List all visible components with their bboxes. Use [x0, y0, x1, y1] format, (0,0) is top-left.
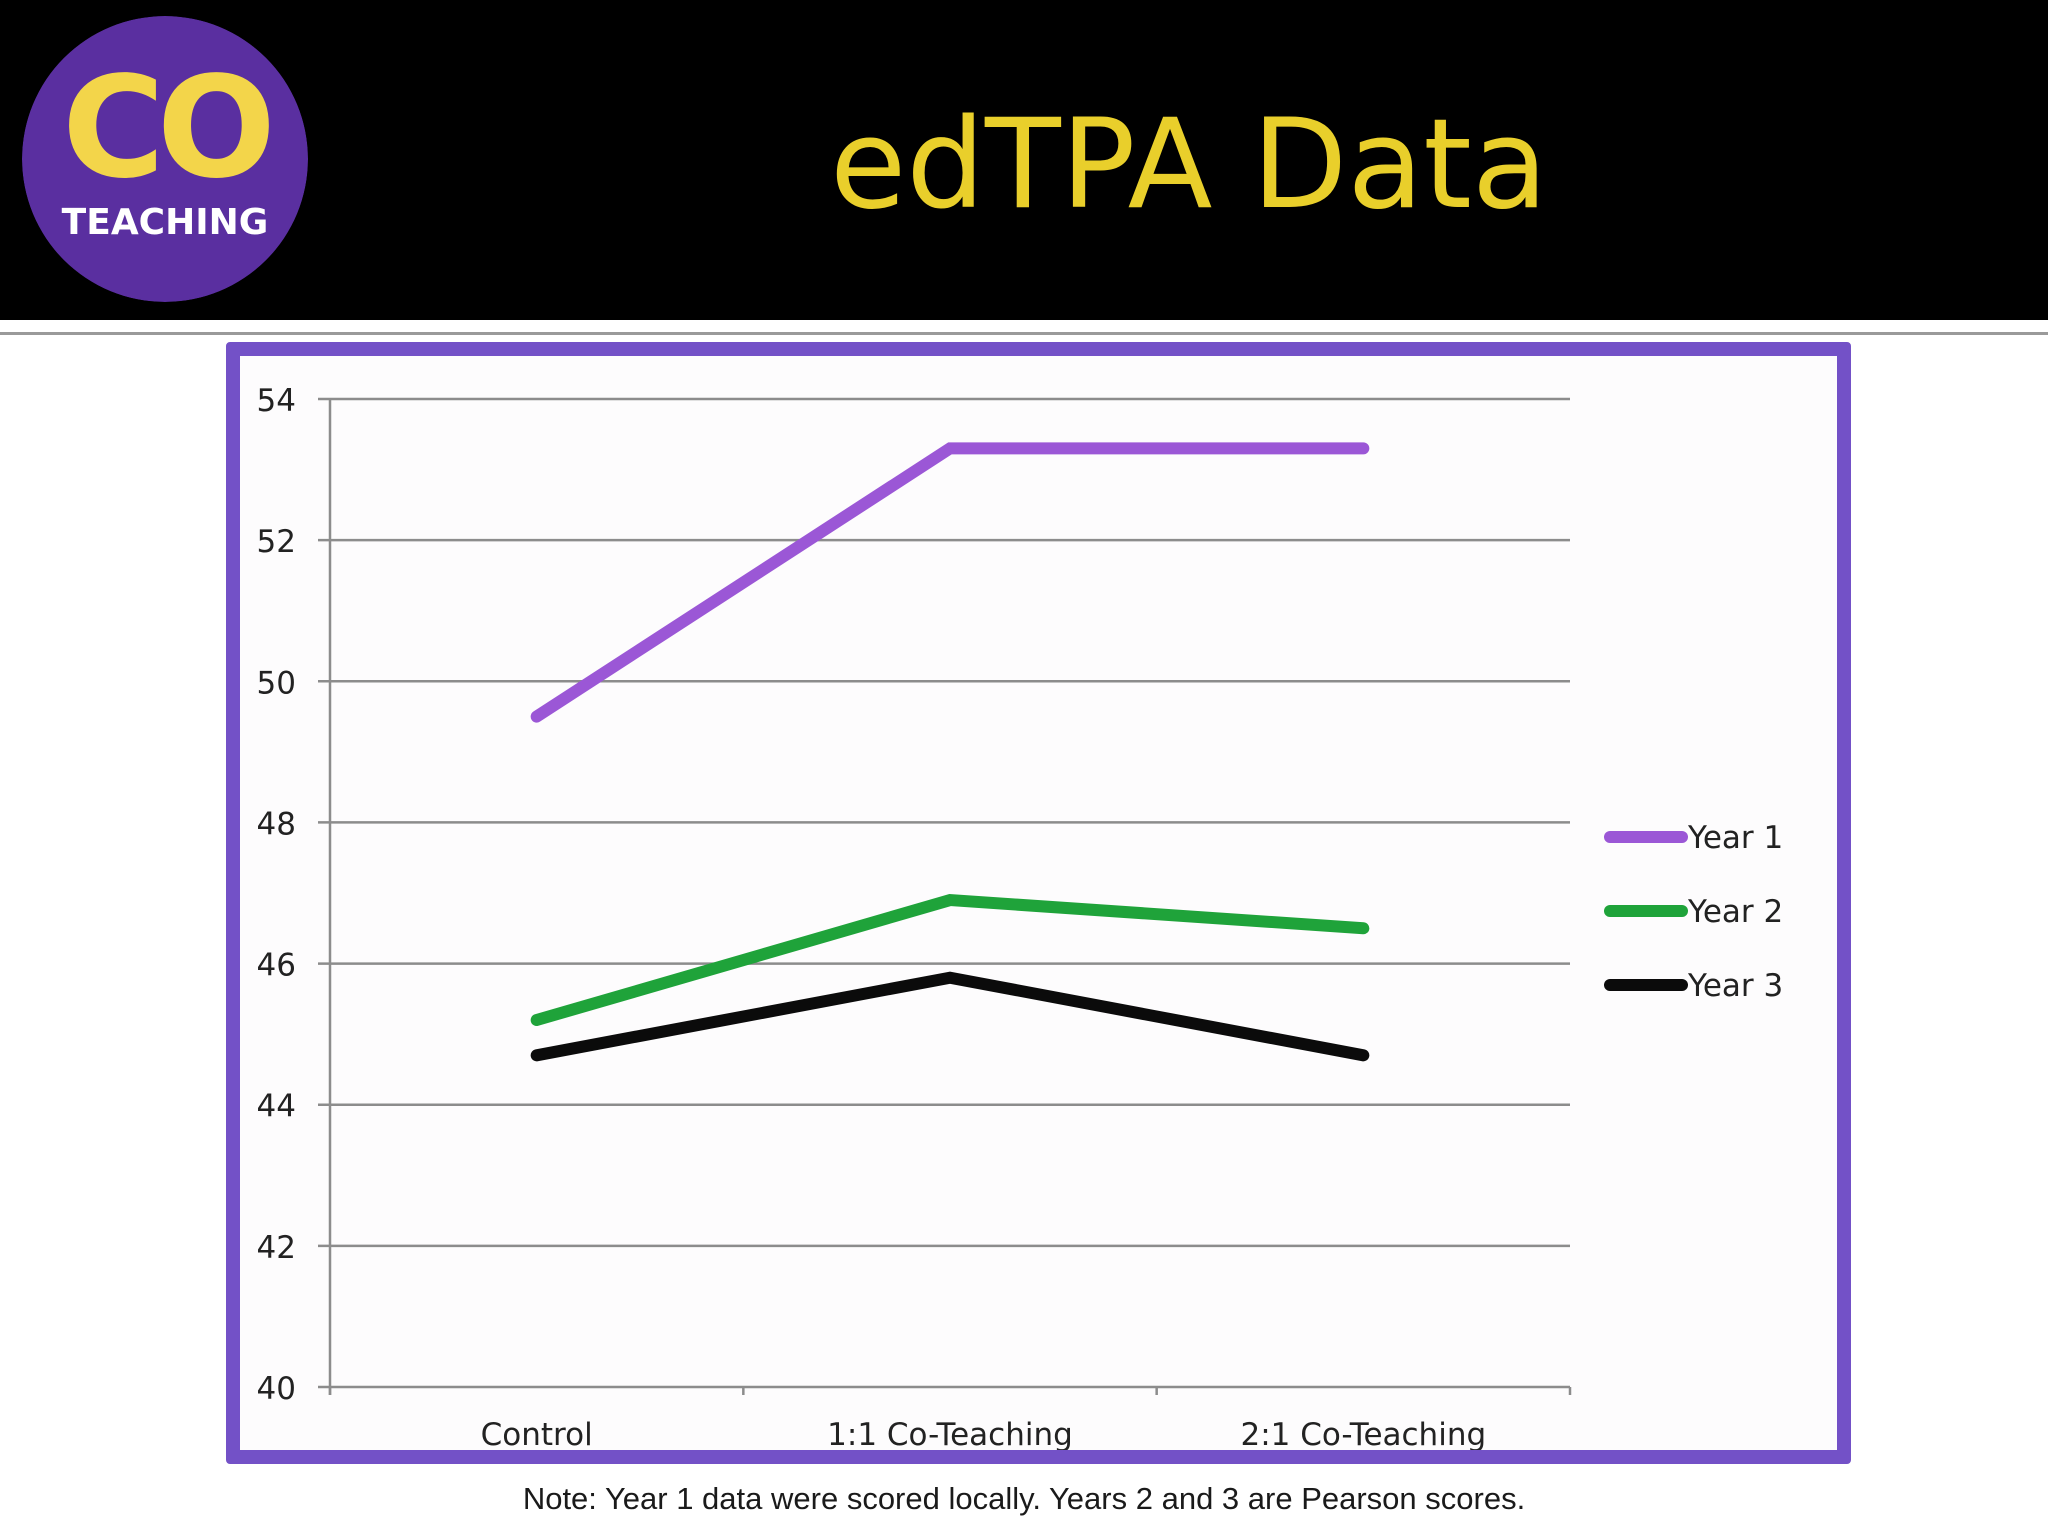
line-chart: 54 52 50 48 46 44 42 40 Control 1:1 Co-Teaching 2:…	[257, 383, 1784, 1450]
series-line-year-3	[530, 971, 1370, 1062]
legend: Year 1 Year 2 Year 3	[1604, 820, 1783, 1004]
legend-label-year-1: Year 1	[1687, 820, 1783, 856]
y-tick-label: 42	[257, 1230, 296, 1266]
x-tick-label: Control	[481, 1417, 593, 1450]
slide-title: edTPA Data	[830, 93, 1548, 237]
footnote: Note: Year 1 data were scored locally. Y…	[522, 1481, 1526, 1516]
grid-layer	[318, 397, 1570, 1389]
y-tick-label: 48	[257, 806, 296, 842]
logo-co-text: CO	[62, 47, 269, 210]
logo-teaching-text: TEACHING	[62, 202, 269, 243]
legend-label-year-3: Year 3	[1687, 968, 1783, 1004]
x-tick-label: 2:1 Co-Teaching	[1241, 1417, 1487, 1450]
slide-header: CO TEACHING edTPA Data	[0, 0, 2048, 320]
y-tick-label: 46	[257, 948, 296, 984]
series-layer	[530, 442, 1370, 1062]
y-tick-label: 50	[257, 665, 296, 701]
series-line-year-1	[530, 442, 1370, 723]
header-divider	[0, 320, 2048, 335]
x-tick-label: 1:1 Co-Teaching	[827, 1417, 1073, 1450]
y-tick-label: 40	[257, 1371, 296, 1407]
y-tick-label: 52	[257, 524, 296, 560]
y-tick-label: 54	[257, 383, 296, 419]
logo-circle	[22, 16, 308, 302]
legend-label-year-2: Year 2	[1687, 894, 1783, 930]
co-teaching-logo: CO TEACHING	[22, 16, 308, 302]
y-tick-label: 44	[257, 1089, 296, 1125]
series-line-year-2	[530, 893, 1370, 1027]
axis-layer: 54 52 50 48 46 44 42 40 Control 1:1 Co-Teaching 2:…	[257, 383, 1572, 1450]
chart-frame: 54 52 50 48 46 44 42 40 Control 1:1 Co-Teaching 2:…	[226, 342, 1851, 1464]
